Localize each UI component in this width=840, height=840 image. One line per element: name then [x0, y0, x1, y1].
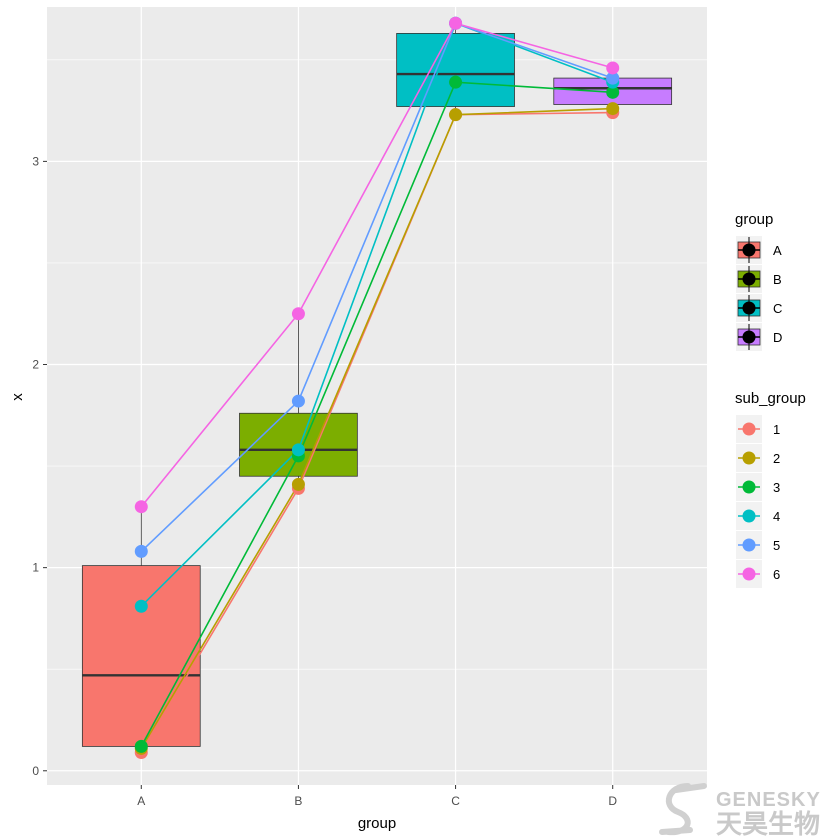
legend-group-title: group	[735, 211, 773, 228]
legend-point	[742, 272, 756, 286]
x-tick-label: B	[294, 794, 302, 808]
y-tick-label: 0	[32, 764, 39, 778]
x-axis-title: group	[358, 815, 396, 832]
watermark-brand-en: GENESKY	[716, 789, 821, 811]
x-tick-label: D	[608, 794, 617, 808]
legend-sub-group-label: 3	[773, 480, 780, 495]
legend-point	[742, 301, 756, 315]
legend-point	[742, 330, 756, 344]
legend-point	[742, 538, 756, 552]
legend-sub-group-label: 4	[773, 509, 780, 524]
point-5-B	[291, 394, 305, 408]
point-5-D	[606, 71, 620, 85]
legend-point	[742, 422, 756, 436]
legend-point	[742, 567, 756, 581]
box-C	[396, 33, 515, 107]
series-line-5	[140, 22, 613, 552]
point-2-D	[606, 102, 620, 116]
y-tick-label: 3	[32, 154, 39, 168]
point-3-A	[134, 739, 148, 753]
series-line-3	[140, 81, 613, 747]
watermark-logo: GENESKY 天昊生物	[659, 783, 821, 839]
point-6-D	[606, 61, 620, 75]
y-tick-label: 1	[32, 561, 39, 575]
legend-group-label: D	[773, 330, 782, 345]
point-3-C	[449, 75, 463, 89]
point-2-B	[291, 477, 305, 491]
legend-point	[742, 451, 756, 465]
legend-point	[742, 480, 756, 494]
y-axis-title: x	[9, 393, 26, 401]
legend-sub-group-label: 6	[773, 567, 780, 582]
y-tick-label: 2	[32, 358, 39, 372]
legend-group-label: B	[773, 272, 782, 287]
point-2-C	[449, 108, 463, 122]
x-tick-label: A	[137, 794, 145, 808]
legend-point	[742, 243, 756, 257]
legend-group-label: C	[773, 301, 782, 316]
point-6-A	[134, 500, 148, 514]
point-3-D	[606, 85, 620, 99]
legend-sub-group-label: 5	[773, 538, 780, 553]
legend-sub-group: sub_group 1 2 3 4 5 6	[735, 390, 806, 588]
legend-point	[742, 509, 756, 523]
series-line-2	[140, 107, 613, 749]
legend-sub-group-label: 2	[773, 451, 780, 466]
point-6-C	[449, 16, 463, 30]
point-layer	[134, 16, 620, 759]
series-line-6	[140, 22, 613, 508]
legend-group-label: A	[773, 243, 782, 258]
legend-sub-group-title: sub_group	[735, 390, 806, 407]
series-line-4	[140, 22, 613, 607]
line-layer	[140, 22, 613, 753]
point-6-B	[291, 307, 305, 321]
point-4-A	[134, 599, 148, 613]
point-4-B	[291, 443, 305, 457]
genesky-s-logo-icon	[659, 783, 707, 836]
box-A	[81, 565, 201, 747]
legend-sub-group-label: 1	[773, 422, 780, 437]
axis-layer: 0 1 2 3 A B C D	[32, 154, 617, 808]
x-tick-label: C	[451, 794, 460, 808]
point-5-A	[134, 544, 148, 558]
watermark-brand-zh: 天昊生物	[716, 809, 820, 839]
